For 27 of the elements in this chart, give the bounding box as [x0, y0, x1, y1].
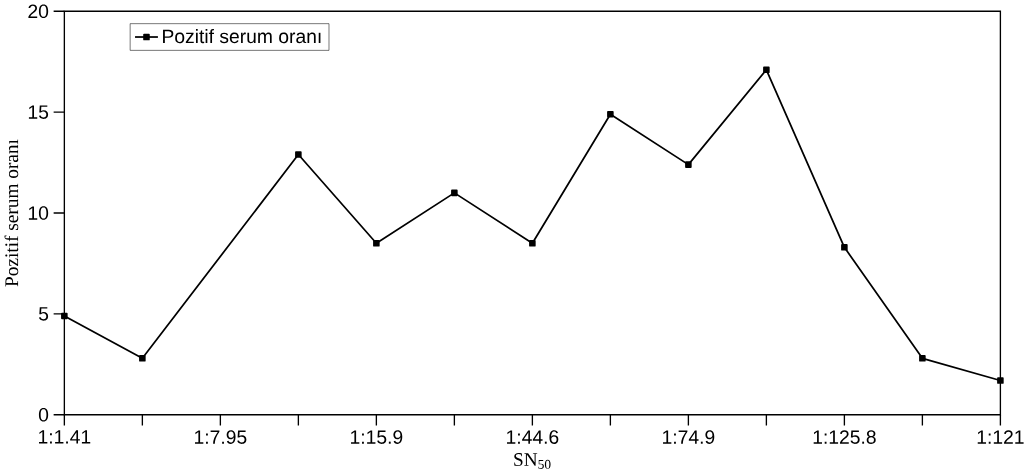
x-tick-label: 1:7.95 [195, 430, 247, 444]
point [607, 110, 614, 118]
x-tick-label: 1:125.8 [813, 430, 876, 444]
point [841, 243, 848, 251]
x-tick-label: 1:44.6 [507, 430, 559, 444]
y-tick-label: 20 [28, 4, 49, 18]
point [373, 239, 380, 247]
y-tick-label: 0 [38, 407, 49, 422]
x-tick-label: 1:74.9 [663, 430, 715, 444]
point [295, 151, 302, 158]
legend-label: Pozitif serum oranı [163, 28, 321, 44]
x-tick-label: 1:121 [977, 430, 1024, 444]
y-tick-label: 10 [28, 206, 49, 220]
point [451, 189, 458, 196]
y-axis-title: Pozitif serum oranı [4, 139, 19, 287]
x-tick-label: 1:1.41 [39, 430, 91, 444]
point [529, 239, 536, 247]
y-tick-label: 15 [28, 105, 49, 119]
point [763, 66, 770, 73]
point [139, 354, 146, 362]
x-axis-title: SN$_{50}$ [514, 452, 551, 469]
point [997, 377, 1004, 384]
point [919, 354, 926, 362]
x-tick-label: 1:15.9 [351, 430, 403, 444]
point [61, 312, 68, 320]
y-tick-label: 5 [38, 307, 49, 321]
point [685, 161, 692, 168]
